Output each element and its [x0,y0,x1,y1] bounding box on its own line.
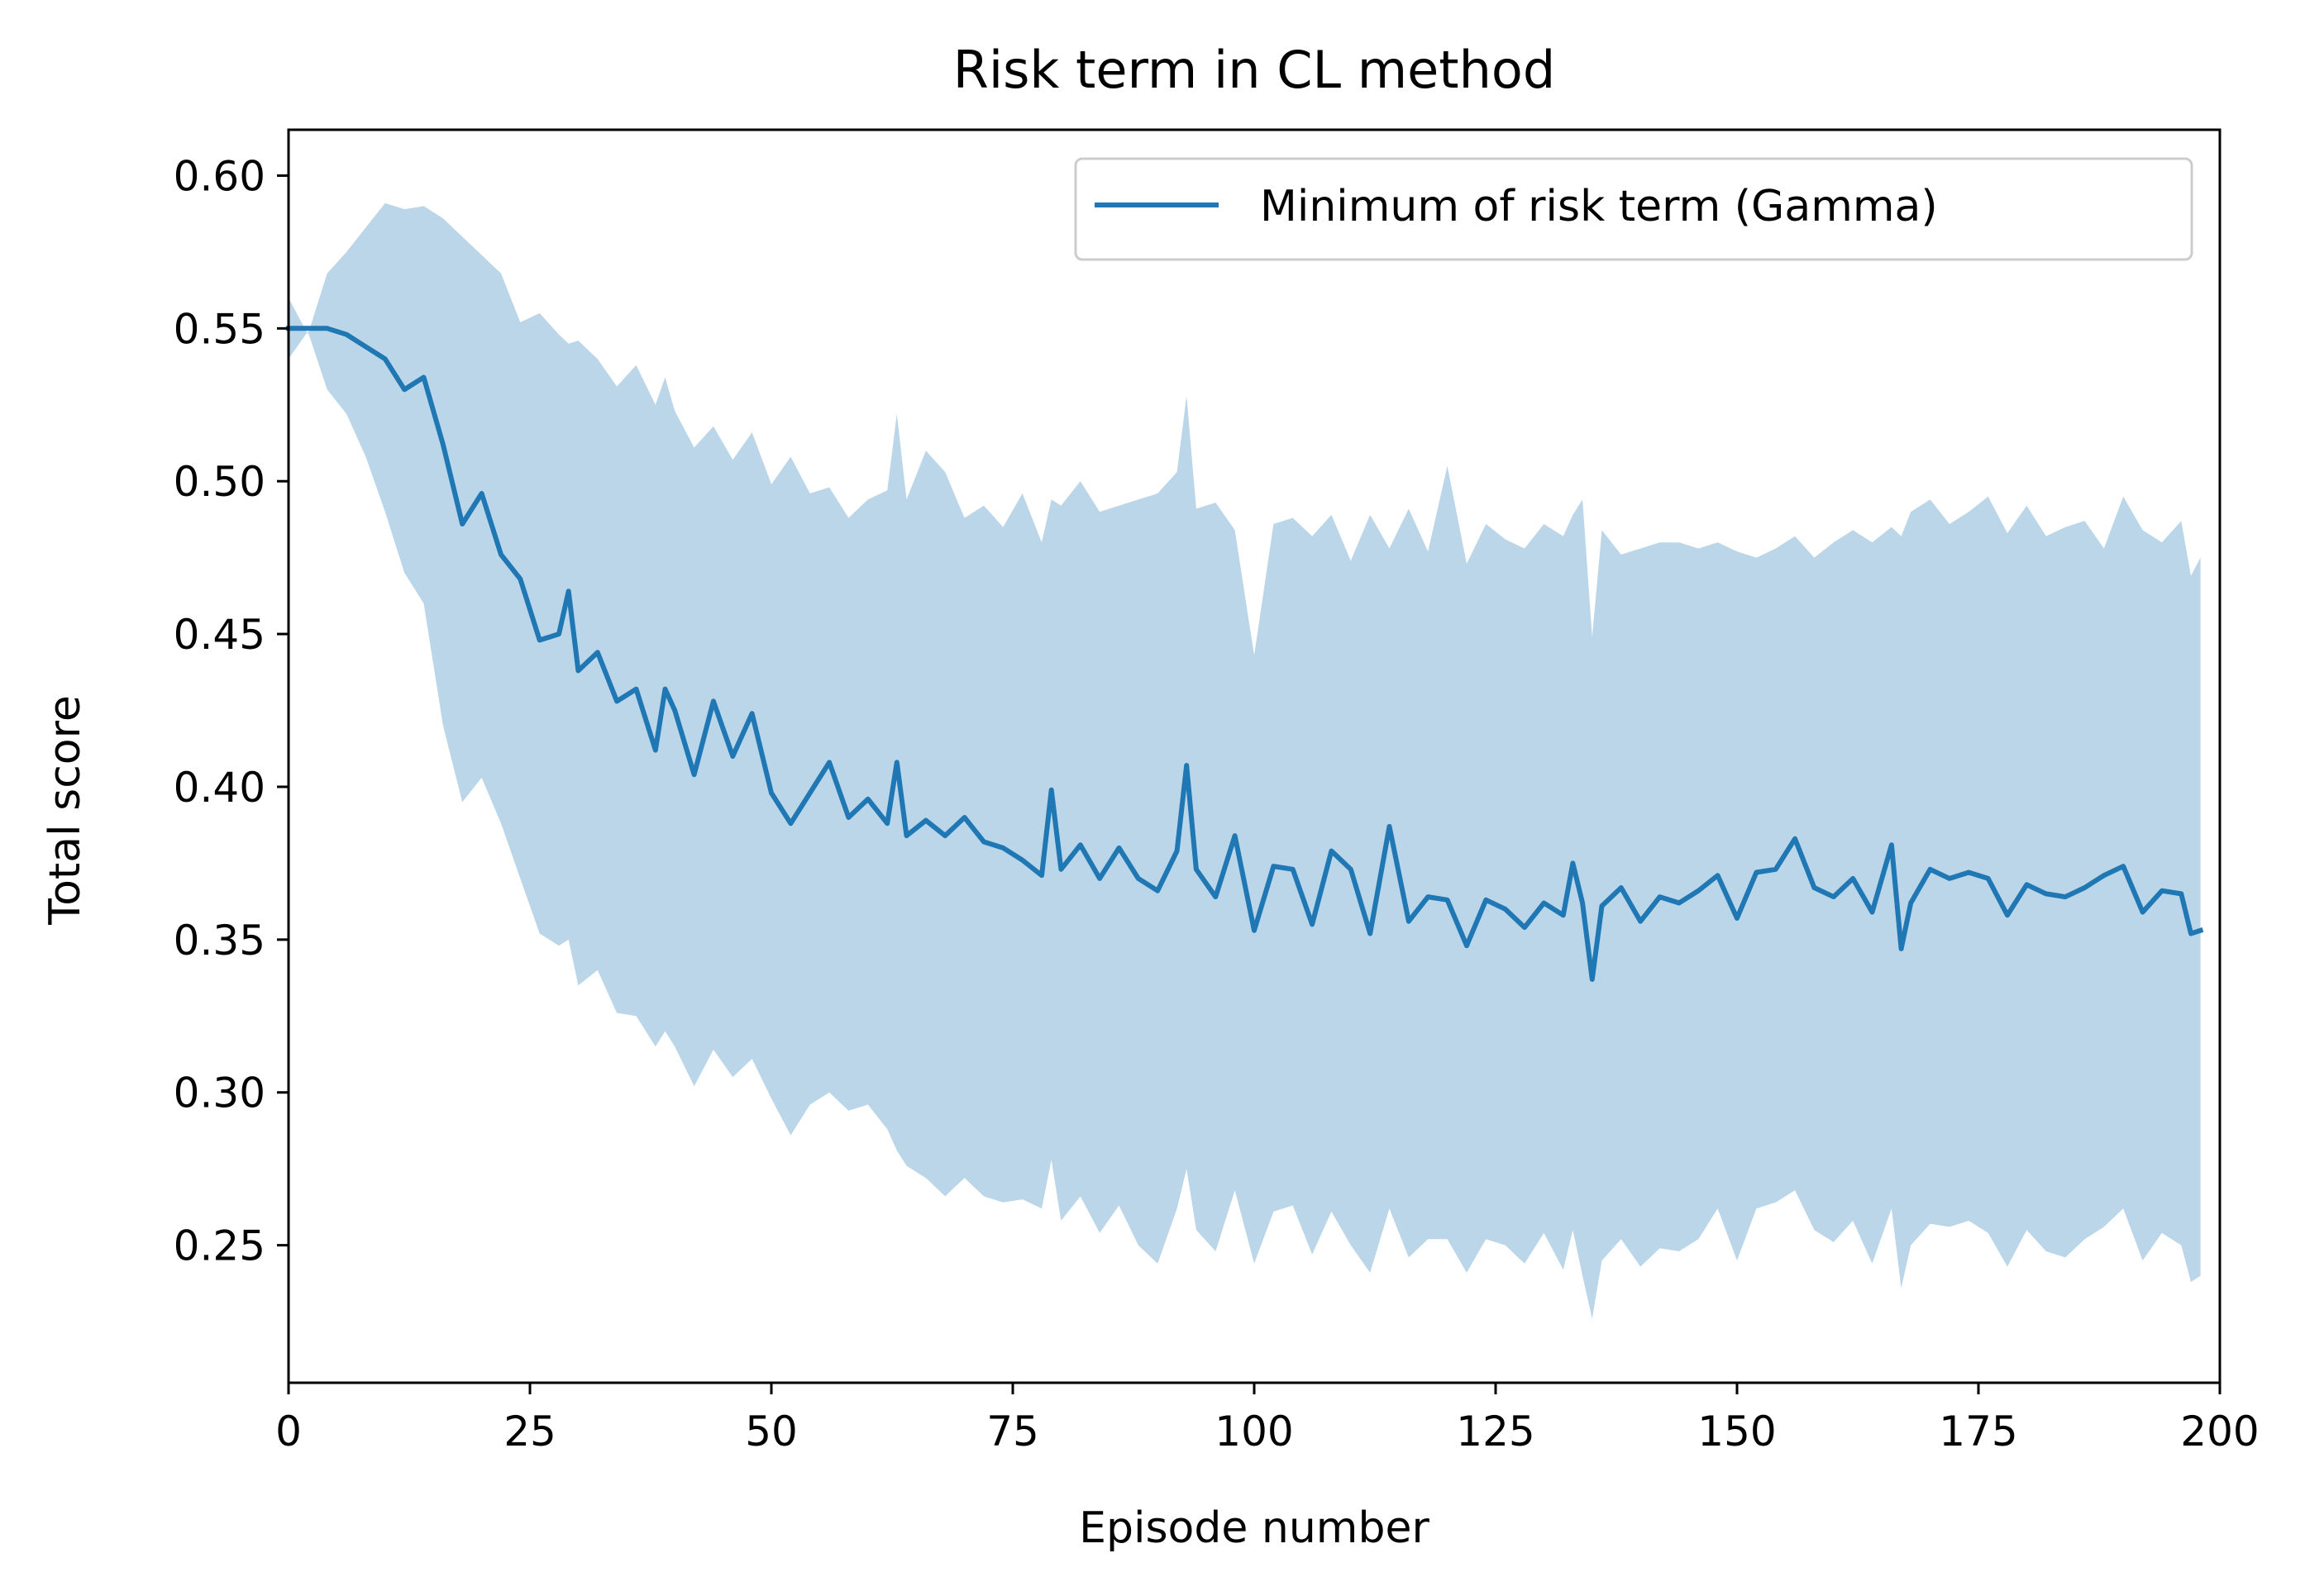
x-tick-label: 25 [503,1408,556,1455]
y-tick-label: 0.30 [174,1070,265,1117]
y-tick-label: 0.25 [174,1222,265,1270]
x-tick-label: 125 [1456,1408,1534,1455]
y-tick-label: 0.45 [174,611,265,659]
x-tick-label: 100 [1215,1408,1293,1455]
series-band [289,202,2201,1319]
axes: 0 25 50 75 100 125 150 175 200 0.25 0.30 0.35 0.40 0.… [174,128,2260,1455]
plot-area [286,202,2204,1319]
legend: Minimum of risk term (Gamma) [1074,157,2193,261]
y-tick-label: 0.50 [174,458,265,506]
chart-title: Risk term in CL method [953,40,1555,100]
y-tick-label: 0.55 [174,305,265,353]
x-tick-label: 75 [986,1408,1039,1455]
x-axis-title: Episode number [1079,1503,1429,1553]
legend-label: Minimum of risk term (Gamma) [1260,182,1938,231]
x-tick-label: 200 [2180,1408,2259,1455]
y-tick-label: 0.35 [174,917,265,965]
x-tick-label: 150 [1697,1408,1776,1455]
legend-box [1074,157,2193,261]
y-axis-title: Total score [41,695,90,926]
y-tick-label: 0.60 [174,152,265,200]
series-line [286,326,2204,982]
x-tick-label: 50 [745,1408,798,1455]
y-tick-label: 0.40 [174,764,265,812]
x-tick-label: 175 [1939,1408,2017,1455]
x-tick-label: 0 [275,1408,302,1455]
